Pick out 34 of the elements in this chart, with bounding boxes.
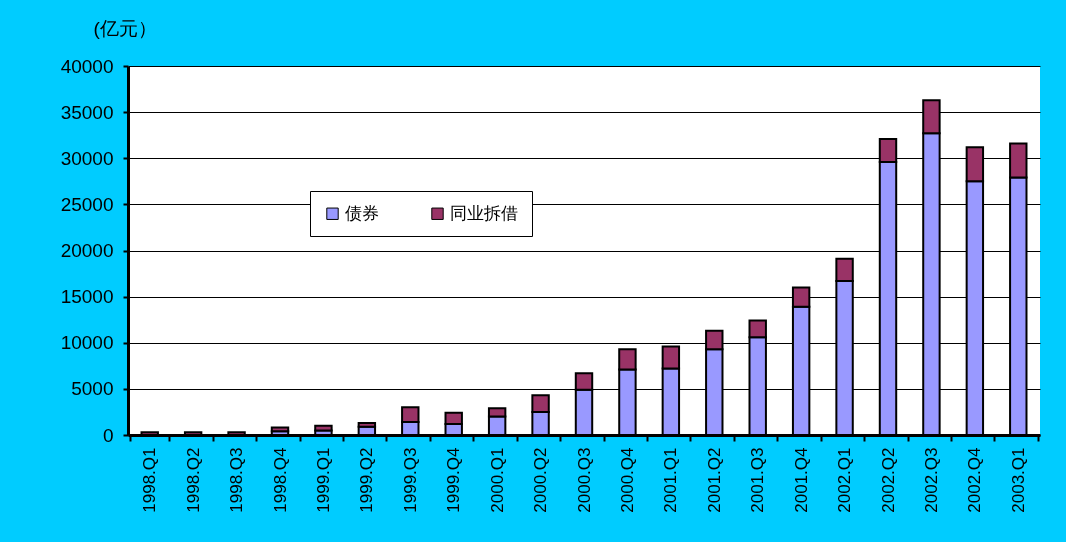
x-tick-label: 2000.Q4 (617, 447, 637, 513)
x-tick-label: 1999.Q2 (357, 447, 377, 513)
y-tick-label: 5000 (71, 378, 114, 400)
y-tick-label: 10000 (60, 332, 114, 354)
x-tick-label: 2001.Q1 (661, 447, 681, 513)
x-tick-label: 2000.Q2 (531, 447, 551, 513)
y-axis-title: (亿元） (93, 17, 157, 39)
y-tick-label: 0 (102, 424, 114, 446)
x-tick-label: 2000.Q1 (487, 447, 507, 513)
legend-label: 同业拆借 (450, 203, 518, 223)
legend-label: 债券 (345, 203, 379, 223)
y-tick-label: 40000 (60, 55, 114, 77)
x-tick-label: 2001.Q4 (791, 447, 811, 513)
bar (314, 424, 333, 432)
y-tick-label: 15000 (60, 286, 114, 308)
x-tick-label: 2002.Q3 (921, 447, 941, 513)
x-tick-label: 2000.Q3 (574, 447, 594, 513)
x-tick-label: 1998.Q1 (140, 447, 160, 513)
y-tick-label: 25000 (60, 193, 114, 215)
x-tick-label: 2002.Q2 (878, 447, 898, 513)
x-tick-label: 1999.Q4 (444, 447, 464, 513)
x-tick-label: 1998.Q4 (270, 447, 290, 513)
x-tick-label: 1999.Q1 (313, 447, 333, 513)
y-tick-label: 30000 (60, 147, 114, 169)
x-tick-label: 1998.Q3 (227, 447, 247, 513)
x-tick-label: 2002.Q4 (965, 447, 985, 513)
x-tick-label: 1999.Q3 (400, 447, 420, 513)
x-tick-label: 2001.Q3 (748, 447, 768, 513)
x-tick-label: 2003.Q1 (1008, 447, 1028, 513)
x-tick-label: 1998.Q2 (183, 447, 203, 513)
x-tick-label: 2001.Q2 (704, 447, 724, 513)
x-tick-label: 2002.Q1 (835, 447, 855, 513)
y-tick-label: 35000 (60, 101, 114, 123)
y-tick-label: 20000 (60, 240, 114, 261)
